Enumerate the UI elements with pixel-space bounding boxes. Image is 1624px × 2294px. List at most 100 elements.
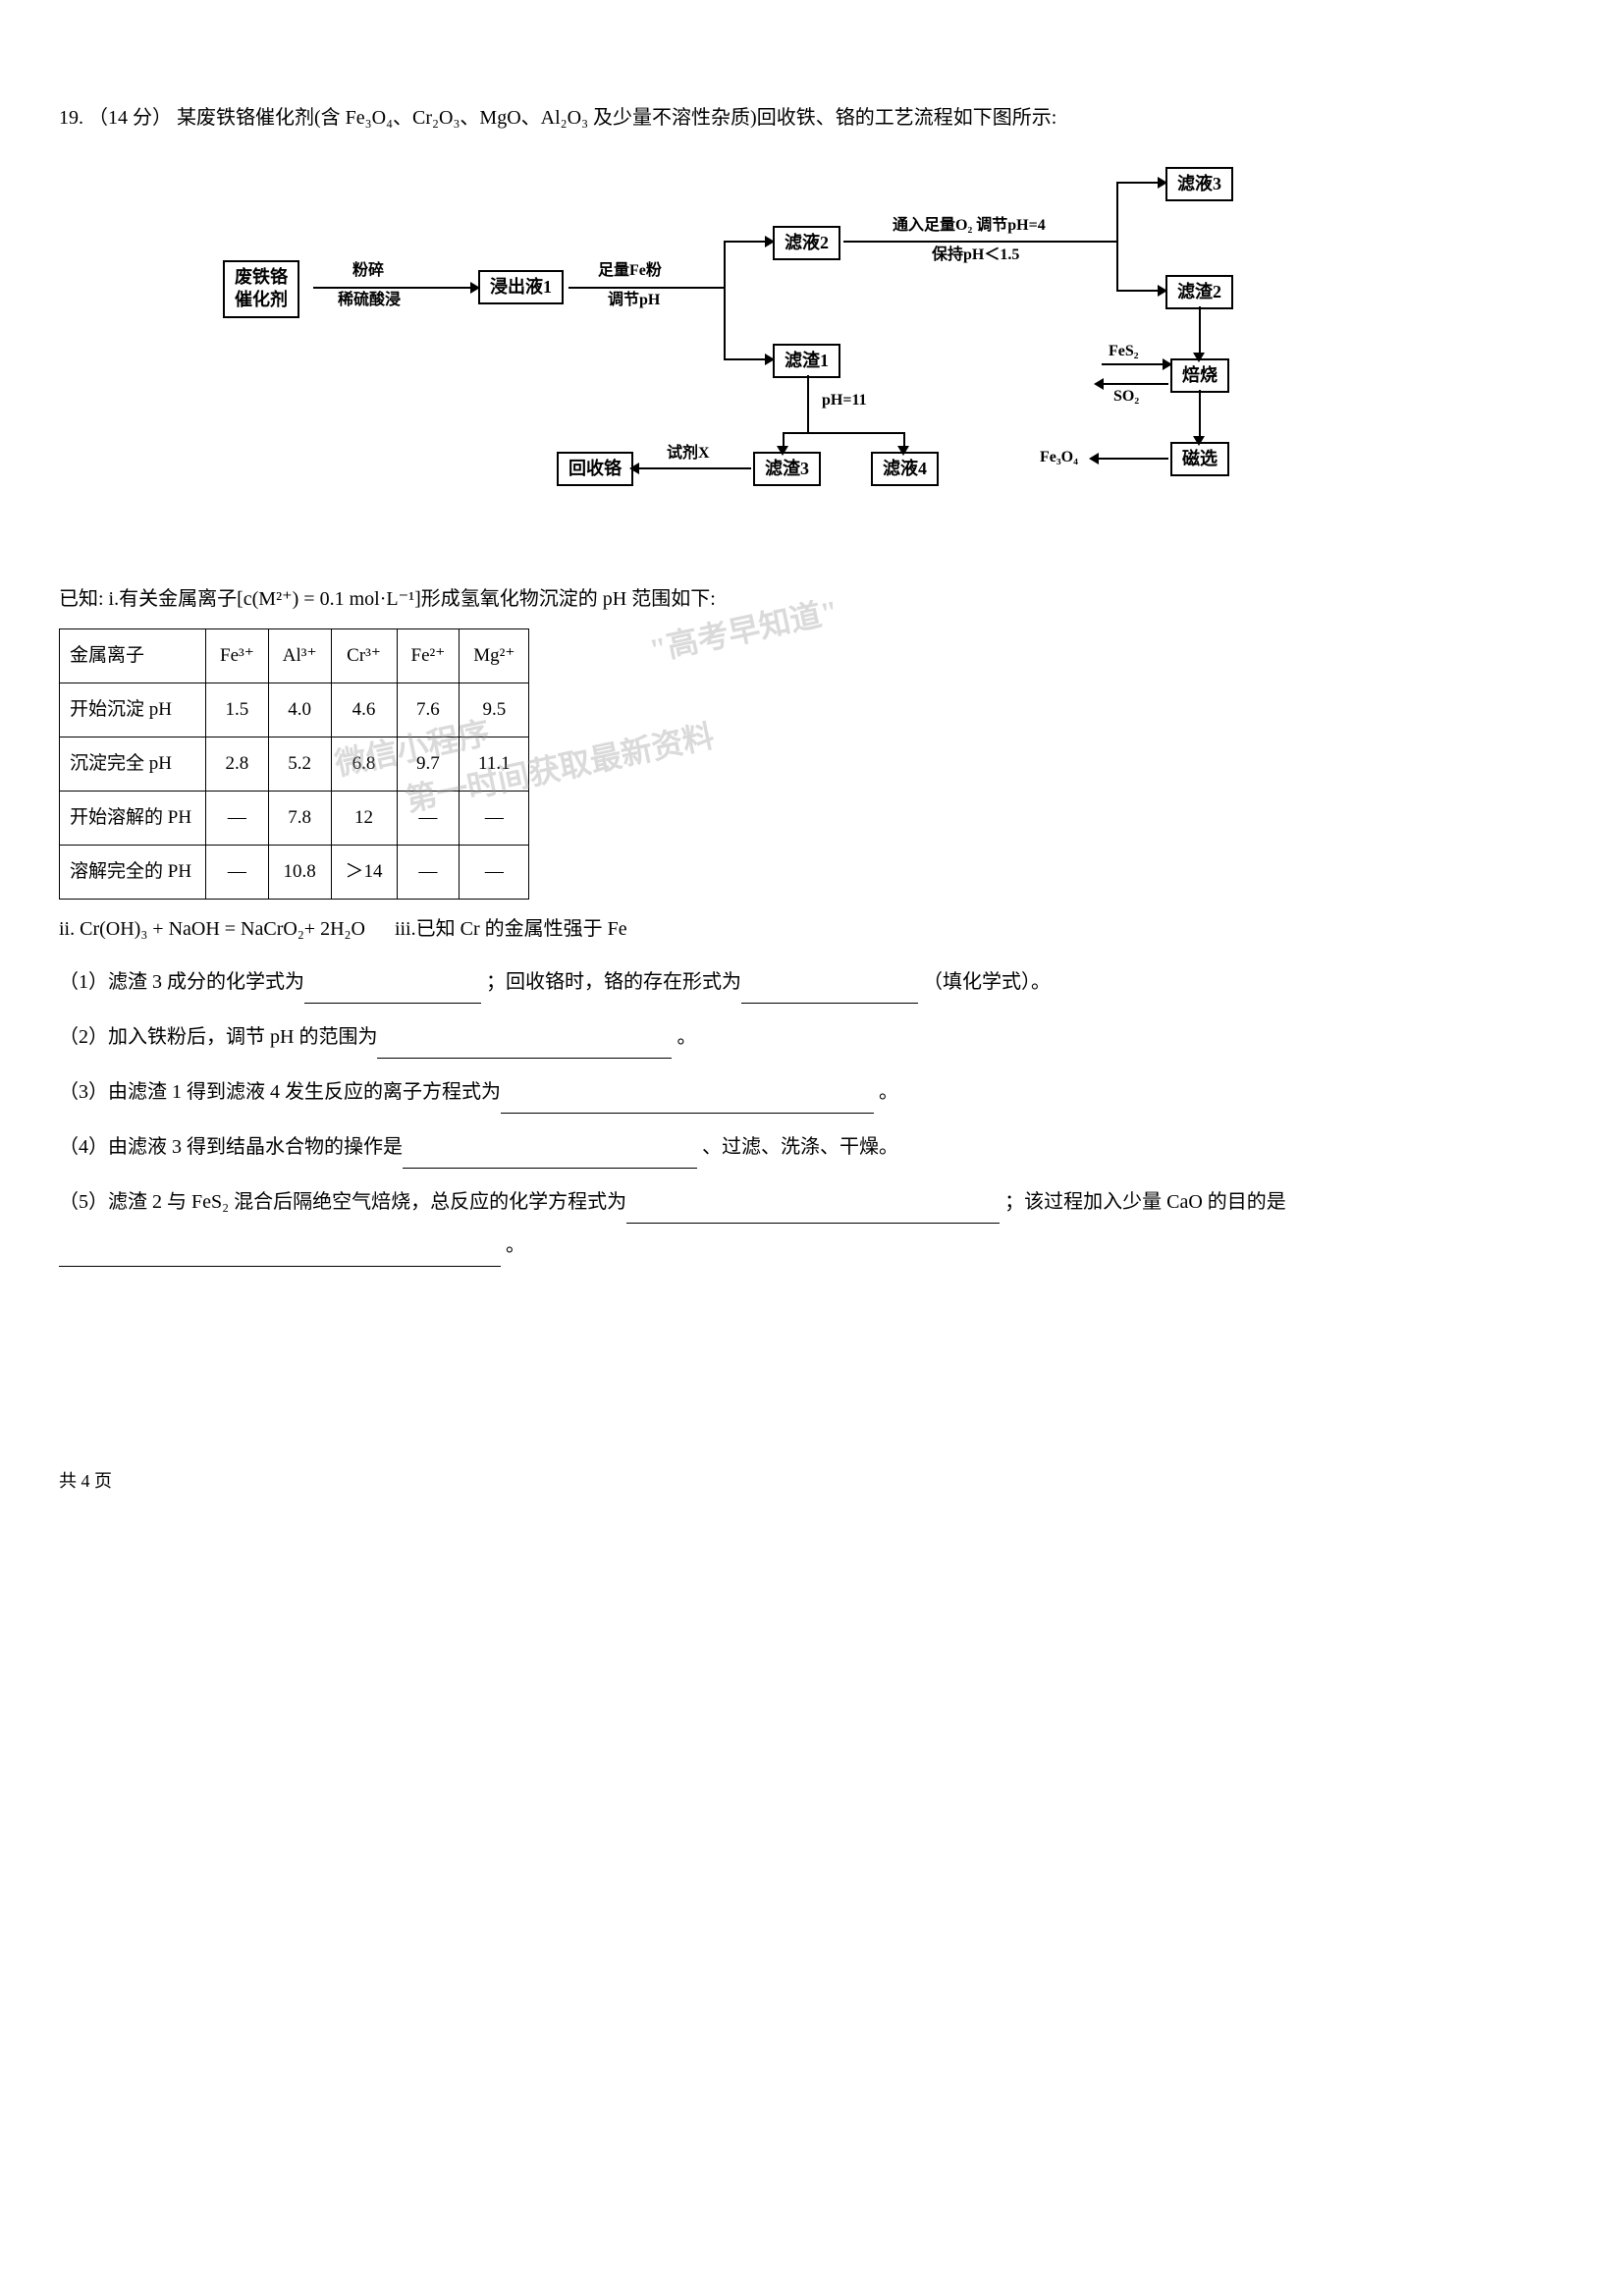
edge-label: Fe₃O₄: [1038, 448, 1080, 466]
table-cell: 5.2: [268, 737, 331, 792]
q5b-text: ；该过程加入少量 CaO 的目的是: [1004, 1191, 1286, 1213]
table-cell: 7.6: [397, 683, 460, 737]
table-cell: 10.8: [268, 846, 331, 900]
known-info-2-3: ii. Cr(OH)₃ + NaOH = NaCrO₂+ 2H₂O iii.已知…: [59, 909, 1565, 949]
question-body: 某废铁铬催化剂(含 Fe₃O₄、Cr₂O₃、MgO、Al₂O₃ 及少量不溶性杂质…: [177, 107, 1056, 129]
table-cell: 开始沉淀 pH: [60, 683, 206, 737]
arrow-line: [1116, 290, 1164, 292]
table-cell: 11.1: [460, 737, 529, 792]
question-points: （14 分）: [88, 107, 172, 129]
arrow-head-icon: [1089, 453, 1099, 464]
table-row: 开始溶解的 PH — 7.8 12 — —: [60, 792, 529, 846]
edge-label: 保持pH＜1.5: [930, 246, 1021, 264]
arrow-head-icon: [765, 236, 775, 247]
arrow-head-icon: [470, 282, 480, 294]
table-cell: —: [397, 846, 460, 900]
info-2: ii. Cr(OH)₃ + NaOH = NaCrO₂+ 2H₂O: [59, 918, 365, 940]
arrow-head-icon: [1158, 177, 1167, 189]
edge-label: SO₂: [1111, 387, 1141, 406]
q1b-text: ；回收铬时，铬的存在形式为: [486, 971, 741, 993]
sub-question-5: （5）滤渣 2 与 FeS₂ 混合后隔绝空气焙烧，总反应的化学方程式为 ；该过程…: [59, 1180, 1565, 1267]
question-stem: 19. （14 分） 某废铁铬催化剂(含 Fe₃O₄、Cr₂O₃、MgO、Al₂…: [59, 98, 1565, 137]
q3-text: （3）由滤渣 1 得到滤液 4 发生反应的离子方程式为: [59, 1081, 501, 1103]
answer-blank: [626, 1200, 1000, 1224]
table-cell: 4.6: [331, 683, 397, 737]
edge-label: 粉碎: [351, 261, 386, 280]
edge-label: 足量Fe粉: [596, 261, 664, 280]
table-header: Mg²⁺: [460, 629, 529, 683]
sub-question-1: （1）滤渣 3 成分的化学式为 ；回收铬时，铬的存在形式为 （填化学式）。: [59, 960, 1565, 1004]
table-header: Fe²⁺: [397, 629, 460, 683]
flowchart: 废铁铬 催化剂 浸出液1 滤液2 滤渣1 滤液3 滤渣2 焙烧 磁选 滤渣3 滤…: [223, 157, 1401, 550]
arrow-line: [1116, 182, 1164, 184]
sub-question-2: （2）加入铁粉后，调节 pH 的范围为 。: [59, 1015, 1565, 1059]
table-cell: 9.5: [460, 683, 529, 737]
table-header: Al³⁺: [268, 629, 331, 683]
q3b-text: 。: [879, 1081, 898, 1103]
table-cell: —: [460, 846, 529, 900]
table-cell: —: [460, 792, 529, 846]
arrow-head-icon: [1163, 358, 1172, 370]
arrow-line: [724, 241, 726, 358]
table-cell: 4.0: [268, 683, 331, 737]
table-cell: —: [397, 792, 460, 846]
table-cell: —: [206, 792, 269, 846]
node-catalyst: 废铁铬 催化剂: [223, 260, 299, 318]
arrow-line: [843, 241, 1118, 243]
arrow-line: [724, 241, 771, 243]
table-row: 开始沉淀 pH 1.5 4.0 4.6 7.6 9.5: [60, 683, 529, 737]
arrow-line: [1097, 458, 1168, 460]
table-cell: 2.8: [206, 737, 269, 792]
q2b-text: 。: [677, 1026, 696, 1048]
edge-label: FeS₂: [1107, 342, 1141, 360]
arrow-line: [637, 467, 751, 469]
table-header: Cr³⁺: [331, 629, 397, 683]
edge-label: 通入足量O₂ 调节pH=4: [891, 216, 1048, 235]
info-3: iii.已知 Cr 的金属性强于 Fe: [395, 918, 627, 940]
table-header: 金属离子: [60, 629, 206, 683]
table-header-row: 金属离子 Fe³⁺ Al³⁺ Cr³⁺ Fe²⁺ Mg²⁺: [60, 629, 529, 683]
table-header: Fe³⁺: [206, 629, 269, 683]
known-info-1: 已知: i.有关金属离子[c(M²⁺) = 0.1 mol·L⁻¹]形成氢氧化物…: [59, 579, 1565, 619]
arrow-head-icon: [897, 446, 909, 456]
node-filtrate4: 滤液4: [871, 452, 939, 486]
answer-blank: [403, 1145, 697, 1169]
arrow-line: [1102, 383, 1168, 385]
node-leachate1: 浸出液1: [478, 270, 564, 304]
node-roast: 焙烧: [1170, 358, 1229, 393]
q1c-text: （填化学式）。: [923, 971, 1051, 993]
table-cell: ＞14: [331, 846, 397, 900]
arrow-line: [313, 287, 476, 289]
answer-blank: [304, 980, 481, 1004]
arrow-head-icon: [1094, 378, 1104, 390]
table-row: 溶解完全的 PH — 10.8 ＞14 — —: [60, 846, 529, 900]
table-cell: 沉淀完全 pH: [60, 737, 206, 792]
table-cell: 7.8: [268, 792, 331, 846]
sub-question-4: （4）由滤液 3 得到结晶水合物的操作是 、过滤、洗涤、干燥。: [59, 1125, 1565, 1169]
q4-text: （4）由滤液 3 得到结晶水合物的操作是: [59, 1136, 403, 1158]
arrow-head-icon: [1193, 353, 1205, 362]
answer-blank: [741, 980, 918, 1004]
q1-text: （1）滤渣 3 成分的化学式为: [59, 971, 304, 993]
arrow-line: [1116, 182, 1118, 292]
arrow-head-icon: [777, 446, 788, 456]
question-number: 19.: [59, 107, 83, 129]
arrow-line: [1102, 363, 1168, 365]
arrow-head-icon: [765, 354, 775, 365]
arrow-line: [783, 432, 905, 434]
q5c-text: 。: [506, 1234, 525, 1256]
node-filtrate3: 滤液3: [1165, 167, 1233, 201]
node-filtrate2: 滤液2: [773, 226, 840, 260]
table-cell: 9.7: [397, 737, 460, 792]
table-cell: 1.5: [206, 683, 269, 737]
answer-blank: [59, 1243, 501, 1267]
sub-question-3: （3）由滤渣 1 得到滤液 4 发生反应的离子方程式为 。: [59, 1070, 1565, 1114]
node-residue1: 滤渣1: [773, 344, 840, 378]
edge-label: 调节pH: [606, 291, 662, 309]
edge-label: 稀硫酸浸: [336, 291, 403, 309]
q4b-text: 、过滤、洗涤、干燥。: [702, 1136, 898, 1158]
ph-table: 金属离子 Fe³⁺ Al³⁺ Cr³⁺ Fe²⁺ Mg²⁺ 开始沉淀 pH 1.…: [59, 628, 529, 900]
table-cell: 溶解完全的 PH: [60, 846, 206, 900]
q5-text: （5）滤渣 2 与 FeS₂ 混合后隔绝空气焙烧，总反应的化学方程式为: [59, 1191, 626, 1213]
arrow-line: [807, 375, 809, 434]
